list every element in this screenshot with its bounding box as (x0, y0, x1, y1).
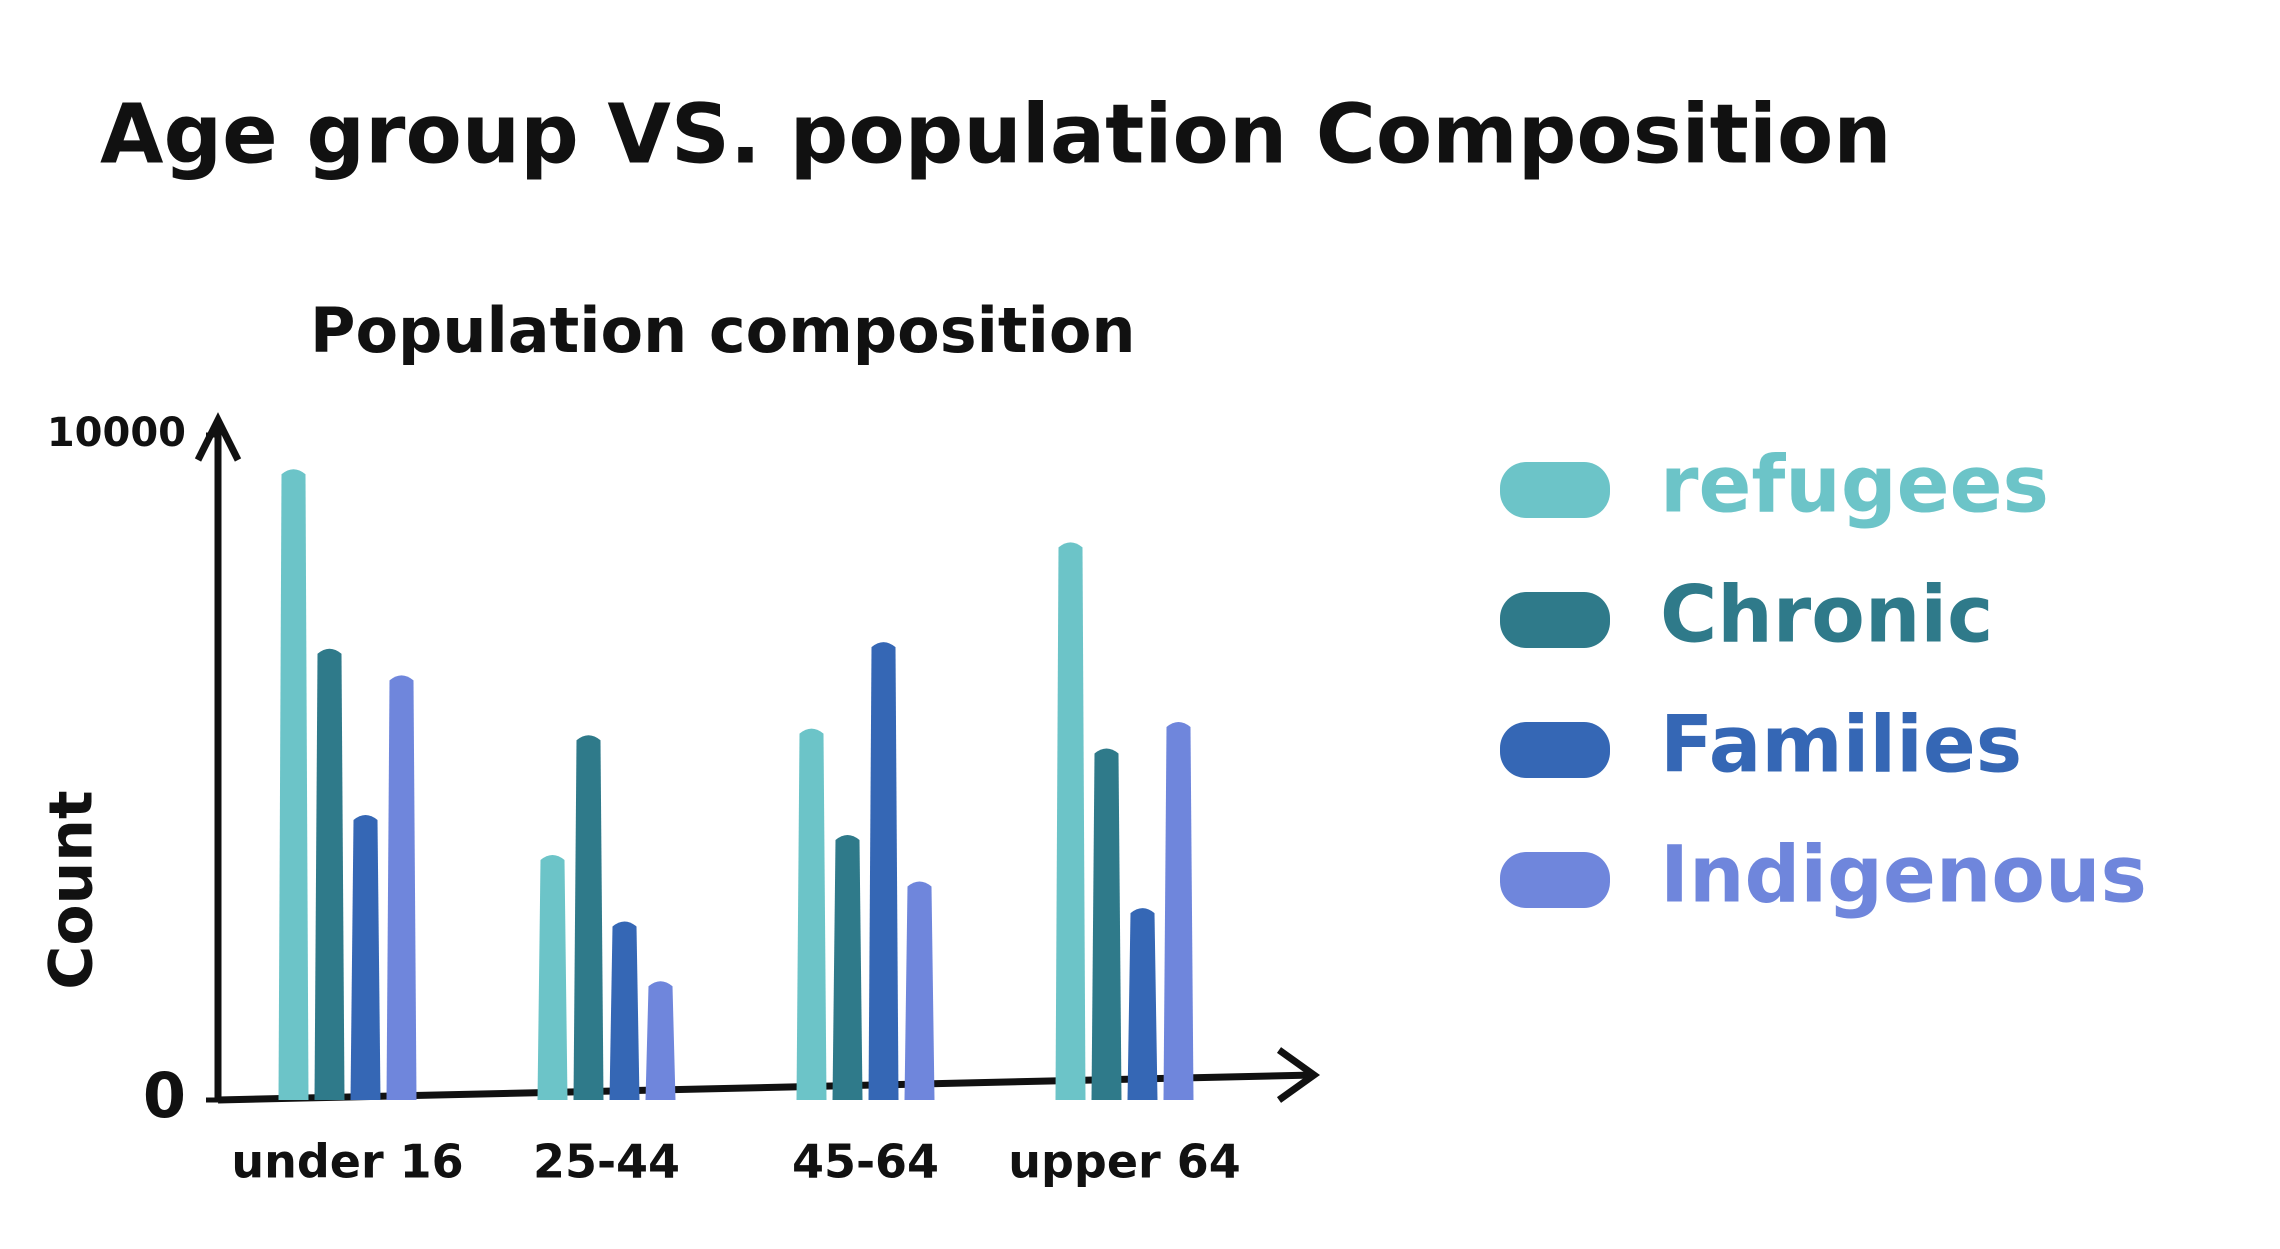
bar (609, 921, 640, 1100)
bar (832, 835, 863, 1100)
x-tick-label: 25-44 (533, 1135, 680, 1189)
y-tick-label: 10000 (47, 410, 186, 456)
bar (278, 469, 309, 1100)
legend-label: Chronic (1660, 570, 1993, 660)
x-tick-label: 45-64 (792, 1135, 939, 1189)
y-axis-label: Count (37, 790, 107, 989)
bar (350, 815, 381, 1100)
legend-label: refugees (1660, 440, 2049, 530)
legend-label: Indigenous (1660, 830, 2147, 920)
bar (868, 642, 899, 1100)
bar (645, 981, 676, 1100)
bar (1127, 908, 1158, 1100)
bar (573, 735, 604, 1100)
legend-swatch (1500, 592, 1610, 648)
x-tick-label: upper 64 (1008, 1135, 1241, 1189)
chart-title: Age group VS. population Composition (100, 87, 1892, 182)
y-tick-label: 0 (143, 1059, 186, 1132)
legend-label: Families (1660, 700, 2022, 790)
bar (537, 854, 568, 1100)
bar (796, 728, 827, 1100)
bar (314, 648, 345, 1100)
bar (1163, 721, 1194, 1100)
legend-swatch (1500, 852, 1610, 908)
x-tick-label: under 16 (231, 1135, 463, 1189)
x-axis-arrow (1276, 1047, 1321, 1103)
bar (1091, 748, 1122, 1100)
chart-subtitle: Population composition (310, 294, 1136, 367)
bar (904, 881, 935, 1100)
bar (1055, 542, 1086, 1100)
y-axis-arrow (194, 412, 242, 462)
legend-swatch (1500, 462, 1610, 518)
legend-swatch (1500, 722, 1610, 778)
bar (386, 675, 417, 1100)
